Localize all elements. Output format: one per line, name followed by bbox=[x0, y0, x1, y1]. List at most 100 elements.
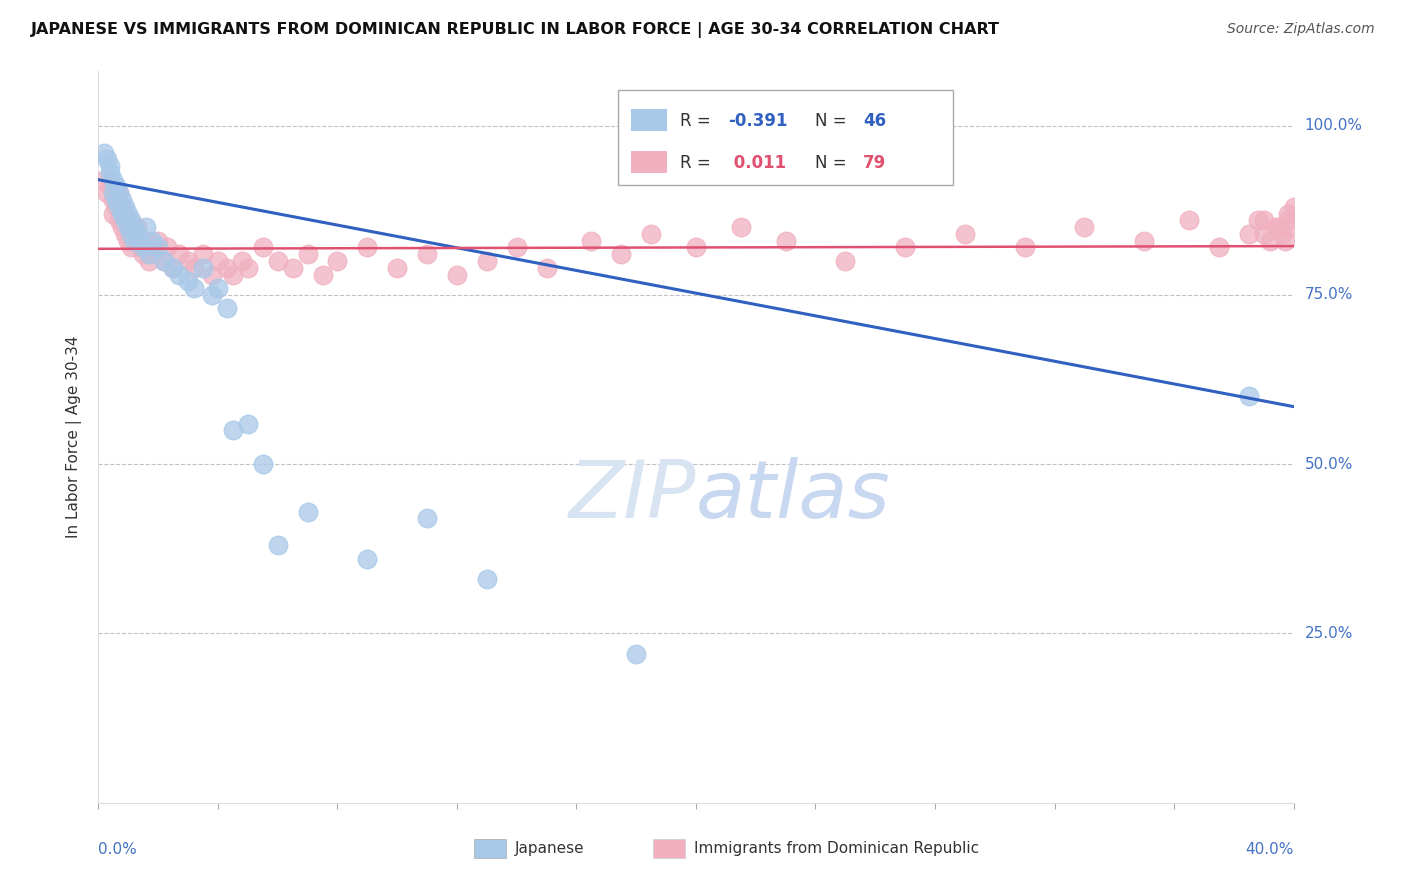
Point bbox=[117, 213, 139, 227]
Point bbox=[127, 227, 149, 241]
Point bbox=[103, 172, 125, 186]
Point bbox=[191, 247, 214, 261]
Point bbox=[124, 220, 146, 235]
Point bbox=[191, 260, 214, 275]
Point bbox=[1237, 389, 1260, 403]
Point bbox=[177, 254, 200, 268]
Point bbox=[114, 206, 136, 220]
Text: N =: N = bbox=[815, 153, 852, 172]
Point bbox=[111, 220, 134, 235]
Text: 75.0%: 75.0% bbox=[1305, 287, 1353, 302]
FancyBboxPatch shape bbox=[631, 151, 668, 173]
Point bbox=[626, 647, 648, 661]
Point bbox=[120, 220, 142, 235]
Point bbox=[1264, 220, 1286, 235]
Point bbox=[385, 260, 409, 275]
Point bbox=[297, 247, 319, 261]
Point bbox=[105, 200, 128, 214]
Text: Source: ZipAtlas.com: Source: ZipAtlas.com bbox=[1227, 22, 1375, 37]
Point bbox=[730, 220, 752, 235]
Point bbox=[148, 240, 170, 254]
Point bbox=[1073, 220, 1095, 235]
Point bbox=[156, 240, 179, 254]
Point bbox=[475, 572, 498, 586]
Text: N =: N = bbox=[815, 112, 852, 130]
Text: 40.0%: 40.0% bbox=[1246, 842, 1294, 856]
Point bbox=[236, 260, 259, 275]
Point bbox=[610, 247, 633, 261]
Text: 79: 79 bbox=[863, 153, 887, 172]
Point bbox=[267, 538, 290, 552]
Point bbox=[1237, 227, 1260, 241]
Point bbox=[103, 193, 125, 207]
Point bbox=[311, 268, 333, 282]
Point bbox=[93, 145, 115, 160]
Point bbox=[93, 172, 115, 186]
Point bbox=[1274, 234, 1296, 248]
Point bbox=[162, 260, 184, 275]
Point bbox=[201, 288, 224, 302]
Point bbox=[141, 234, 163, 248]
Text: 46: 46 bbox=[863, 112, 886, 130]
Point bbox=[581, 234, 603, 248]
Point bbox=[1133, 234, 1156, 248]
Point bbox=[1282, 200, 1305, 214]
Point bbox=[1279, 220, 1302, 235]
Point bbox=[132, 247, 155, 261]
Point bbox=[103, 206, 125, 220]
Point bbox=[167, 247, 190, 261]
Point bbox=[135, 220, 157, 235]
Point bbox=[894, 240, 917, 254]
Point bbox=[1247, 213, 1270, 227]
Point bbox=[183, 281, 205, 295]
Point bbox=[201, 268, 224, 282]
Text: 50.0%: 50.0% bbox=[1305, 457, 1353, 472]
Point bbox=[1014, 240, 1036, 254]
Point bbox=[153, 254, 176, 268]
Point bbox=[148, 234, 170, 248]
Point bbox=[124, 234, 146, 248]
Point bbox=[117, 234, 139, 248]
Text: R =: R = bbox=[681, 112, 717, 130]
Text: R =: R = bbox=[681, 153, 717, 172]
Point bbox=[105, 179, 128, 194]
Point bbox=[685, 240, 707, 254]
Point bbox=[167, 268, 190, 282]
Text: 100.0%: 100.0% bbox=[1305, 118, 1362, 133]
Point bbox=[356, 552, 378, 566]
Point bbox=[267, 254, 290, 268]
Point bbox=[222, 423, 245, 437]
Text: Immigrants from Dominican Republic: Immigrants from Dominican Republic bbox=[693, 841, 979, 856]
Point bbox=[114, 213, 136, 227]
Text: atlas: atlas bbox=[696, 457, 891, 534]
Point bbox=[143, 247, 166, 261]
Point bbox=[1253, 227, 1275, 241]
Point bbox=[1277, 213, 1299, 227]
FancyBboxPatch shape bbox=[652, 838, 685, 858]
Point bbox=[506, 240, 529, 254]
Point bbox=[127, 234, 149, 248]
Point bbox=[103, 186, 125, 201]
Text: JAPANESE VS IMMIGRANTS FROM DOMINICAN REPUBLIC IN LABOR FORCE | AGE 30-34 CORREL: JAPANESE VS IMMIGRANTS FROM DOMINICAN RE… bbox=[31, 22, 1000, 38]
Y-axis label: In Labor Force | Age 30-34: In Labor Force | Age 30-34 bbox=[66, 335, 83, 539]
Point bbox=[536, 260, 558, 275]
Point bbox=[297, 505, 319, 519]
Point bbox=[114, 200, 136, 214]
Point bbox=[141, 240, 163, 254]
Point bbox=[120, 227, 142, 241]
Point bbox=[120, 213, 142, 227]
Point bbox=[117, 206, 139, 220]
Point bbox=[834, 254, 856, 268]
Point bbox=[124, 227, 146, 241]
FancyBboxPatch shape bbox=[474, 838, 506, 858]
Point bbox=[1258, 234, 1281, 248]
Text: 25.0%: 25.0% bbox=[1305, 626, 1353, 641]
Point bbox=[252, 457, 274, 471]
FancyBboxPatch shape bbox=[619, 90, 953, 185]
Point bbox=[953, 227, 976, 241]
Point bbox=[215, 260, 238, 275]
Point bbox=[132, 240, 155, 254]
Point bbox=[1178, 213, 1201, 227]
Point bbox=[111, 200, 134, 214]
Point bbox=[207, 254, 229, 268]
